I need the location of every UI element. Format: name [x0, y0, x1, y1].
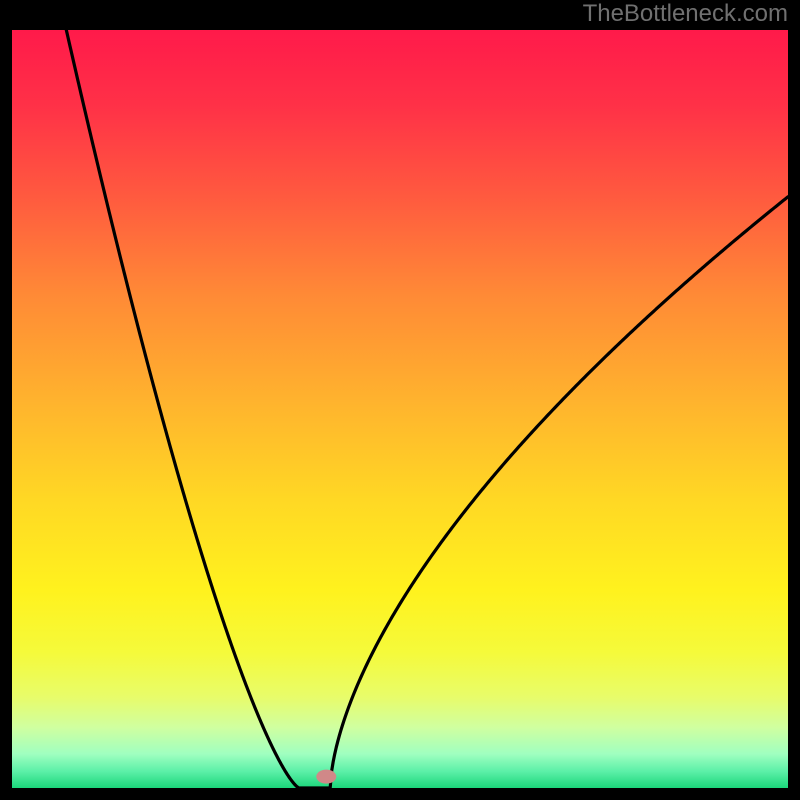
bottleneck-chart: [0, 0, 800, 800]
optimum-marker: [316, 770, 336, 784]
plot-background: [12, 30, 788, 788]
chart-container: TheBottleneck.com: [0, 0, 800, 800]
watermark-text: TheBottleneck.com: [583, 0, 788, 28]
